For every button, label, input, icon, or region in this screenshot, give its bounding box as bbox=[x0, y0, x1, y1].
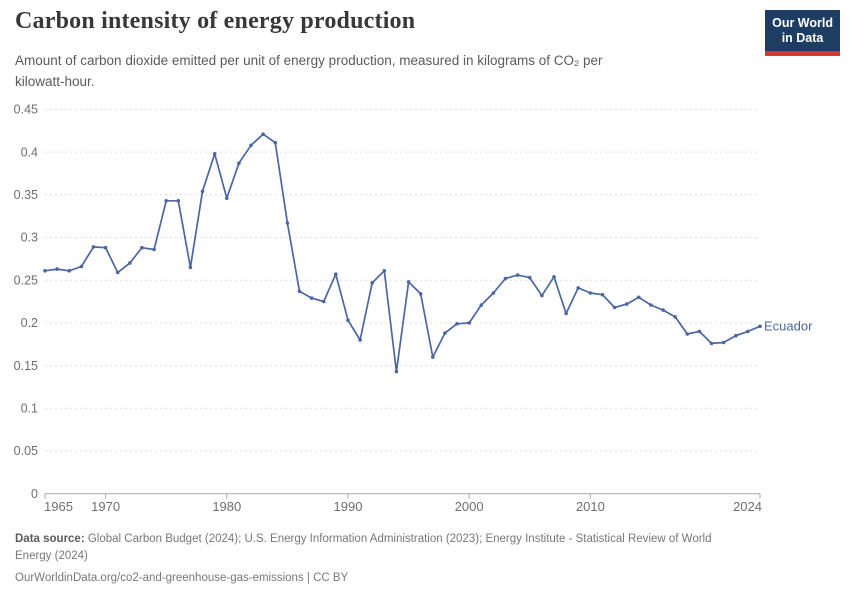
data-source-label: Data source: bbox=[15, 533, 85, 545]
data-point-marker[interactable] bbox=[152, 247, 156, 252]
data-point-marker[interactable] bbox=[225, 196, 229, 200]
data-point-marker[interactable] bbox=[200, 189, 205, 194]
data-point-marker[interactable] bbox=[746, 329, 750, 334]
data-point-marker[interactable] bbox=[734, 333, 738, 338]
chart-subtitle-line1: Amount of carbon dioxide emitted per uni… bbox=[15, 53, 603, 68]
data-point-marker[interactable] bbox=[176, 199, 181, 203]
x-axis-tick-label: 1970 bbox=[91, 499, 120, 514]
data-point-marker[interactable] bbox=[212, 152, 217, 156]
data-point-marker[interactable] bbox=[406, 280, 411, 284]
owid-logo-line1: Our World bbox=[772, 16, 833, 30]
data-source-line2: Energy (2024) bbox=[15, 550, 88, 562]
owid-logo-line2: in Data bbox=[781, 31, 824, 45]
data-point-marker[interactable] bbox=[67, 269, 71, 273]
y-axis-tick-label: 0.15 bbox=[14, 359, 38, 373]
x-axis-tick-label: 2010 bbox=[576, 499, 605, 514]
data-point-marker[interactable] bbox=[431, 355, 435, 359]
canonical-url[interactable]: OurWorldinData.org/co2-and-greenhouse-ga… bbox=[15, 572, 349, 584]
data-source-text: Global Carbon Budget (2024); U.S. Energy… bbox=[84, 533, 712, 545]
data-point-marker[interactable] bbox=[527, 275, 532, 280]
data-point-marker[interactable] bbox=[673, 315, 677, 319]
chart-footer: Data source: Global Carbon Budget (2024)… bbox=[15, 531, 835, 587]
data-point-marker[interactable] bbox=[612, 305, 617, 310]
data-point-marker[interactable] bbox=[261, 132, 265, 136]
data-point-marker[interactable] bbox=[467, 321, 472, 325]
data-point-marker[interactable] bbox=[455, 322, 459, 326]
y-axis-tick-label: 0.25 bbox=[14, 273, 38, 287]
data-point-marker[interactable] bbox=[382, 269, 387, 273]
data-point-marker[interactable] bbox=[43, 269, 47, 273]
data-source-line: Data source: Global Carbon Budget (2024)… bbox=[15, 531, 835, 548]
data-point-marker[interactable] bbox=[600, 292, 605, 297]
data-point-marker[interactable] bbox=[418, 292, 423, 296]
data-point-marker[interactable] bbox=[588, 291, 593, 295]
data-point-marker[interactable] bbox=[358, 338, 362, 342]
data-point-marker[interactable] bbox=[394, 369, 399, 374]
data-point-marker[interactable] bbox=[443, 331, 447, 335]
data-point-marker[interactable] bbox=[164, 199, 168, 203]
data-point-marker[interactable] bbox=[140, 245, 144, 250]
data-point-marker[interactable] bbox=[697, 329, 702, 334]
data-point-marker[interactable] bbox=[624, 302, 629, 306]
page-title: Carbon intensity of energy production bbox=[15, 8, 416, 34]
data-point-marker[interactable] bbox=[564, 311, 568, 316]
y-axis-tick-label: 0.45 bbox=[14, 103, 38, 117]
data-point-marker[interactable] bbox=[370, 281, 375, 285]
data-point-marker[interactable] bbox=[79, 264, 84, 269]
data-point-marker[interactable] bbox=[188, 265, 193, 270]
data-point-marker[interactable] bbox=[91, 245, 96, 249]
y-axis-tick-label: 0.05 bbox=[14, 444, 38, 458]
data-point-marker[interactable] bbox=[309, 296, 314, 300]
data-point-marker[interactable] bbox=[515, 273, 520, 277]
data-point-marker[interactable] bbox=[758, 324, 762, 329]
series-line[interactable] bbox=[44, 133, 761, 373]
data-point-marker[interactable] bbox=[637, 295, 641, 300]
data-point-marker[interactable] bbox=[273, 140, 278, 145]
data-point-marker[interactable] bbox=[249, 143, 253, 148]
x-axis-tick-label: 1965 bbox=[44, 499, 73, 514]
y-axis-tick-label: 0.3 bbox=[21, 231, 38, 245]
data-point-marker[interactable] bbox=[321, 299, 326, 304]
owid-logo[interactable]: Our World in Data bbox=[765, 10, 840, 56]
data-point-marker[interactable] bbox=[103, 245, 108, 250]
data-point-marker[interactable] bbox=[237, 161, 241, 165]
chart-subtitle-line2: kilowatt-hour. bbox=[15, 74, 95, 89]
data-point-marker[interactable] bbox=[128, 261, 132, 265]
chart-subtitle: Amount of carbon dioxide emitted per uni… bbox=[15, 50, 603, 92]
data-point-marker[interactable] bbox=[55, 267, 59, 271]
data-point-marker[interactable] bbox=[115, 270, 120, 275]
data-point-marker[interactable] bbox=[721, 340, 726, 345]
data-point-marker[interactable] bbox=[709, 341, 714, 346]
x-axis-tick-label: 1980 bbox=[212, 499, 241, 514]
data-point-marker[interactable] bbox=[540, 293, 544, 298]
data-point-marker[interactable] bbox=[346, 318, 350, 323]
data-point-marker[interactable] bbox=[297, 289, 302, 294]
y-axis-tick-label: 0.4 bbox=[21, 145, 38, 159]
data-point-marker[interactable] bbox=[552, 275, 556, 279]
data-point-marker[interactable] bbox=[685, 332, 690, 336]
x-axis-tick-label: 1990 bbox=[334, 499, 363, 514]
data-point-marker[interactable] bbox=[285, 221, 290, 225]
data-point-marker[interactable] bbox=[334, 272, 338, 277]
data-point-marker[interactable] bbox=[503, 276, 508, 281]
data-point-marker[interactable] bbox=[491, 291, 496, 295]
y-axis-tick-label: 0.2 bbox=[21, 316, 38, 330]
x-axis-tick-label: 2000 bbox=[455, 499, 484, 514]
data-point-marker[interactable] bbox=[479, 303, 484, 307]
data-point-marker[interactable] bbox=[661, 308, 665, 312]
series-label-ecuador[interactable]: Ecuador bbox=[764, 318, 813, 333]
data-point-marker[interactable] bbox=[576, 286, 580, 290]
y-axis-tick-label: 0.1 bbox=[21, 402, 38, 416]
data-point-marker[interactable] bbox=[649, 303, 653, 307]
y-axis-tick-label: 0.35 bbox=[14, 188, 38, 202]
x-axis-tick-label: 2024 bbox=[733, 499, 762, 514]
y-axis-tick-label: 0 bbox=[31, 487, 38, 501]
